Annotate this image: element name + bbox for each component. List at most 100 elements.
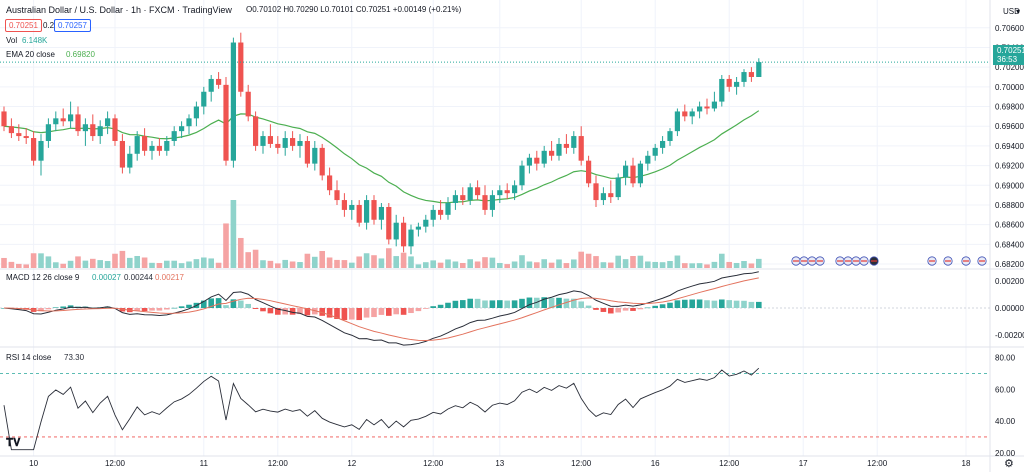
volume-bar [260,260,266,268]
price-tick-label: 0.70000 [995,83,1024,92]
candle [230,37,236,168]
volume-bar [112,253,118,268]
candle-body [290,138,296,146]
candle-body [105,118,111,127]
volume-bar [23,264,29,268]
candle-body [127,153,133,168]
candle-body [364,200,370,223]
candle [534,150,540,171]
candle [571,131,577,154]
volume-bar [600,262,607,268]
macd-histogram-bar [445,302,451,308]
macd-histogram-bar [245,303,251,308]
volume-bar [748,263,755,268]
volume-bar [208,258,214,268]
candle-body [615,177,621,198]
price-tick-label: 0.69600 [995,122,1024,131]
macd-histogram-bar [415,308,422,312]
candle [578,126,584,166]
macd-histogram-bar [748,301,755,308]
volume-bar [326,257,333,268]
tradingview-logo[interactable]: 𝐓𝐕 [6,437,21,449]
macd-histogram-bar [682,299,688,308]
ema-legend-value: 0.69820 [66,50,95,59]
candle [512,180,518,201]
volume-bar [215,262,222,268]
candle-body [112,118,118,141]
economic-event-flag-icon [927,256,937,266]
candle [393,214,399,247]
macd-histogram-bar [756,301,762,308]
candle-body [97,126,103,137]
candle-body [571,136,577,148]
candle [541,145,547,168]
candle [97,120,103,144]
macd-histogram-bar [600,308,607,312]
macd-histogram-bar [585,305,592,308]
volume-bar [534,262,540,268]
candle-body [563,143,569,148]
volume-bar [82,260,89,268]
macd-histogram-bar [474,298,481,308]
candle-body [68,114,74,122]
economic-event-flag-icon [799,256,809,266]
volume-bar [415,264,422,268]
macd-histogram-bar [215,298,222,308]
macd-histogram-bar [223,305,229,308]
volume-bar [193,259,200,268]
economic-event-flag-icon [943,256,953,266]
spread-value: 0.2 [43,21,55,30]
volume-bar [460,262,466,268]
candle [208,75,214,102]
macd-histogram-bar [186,304,192,308]
candle-body [711,101,717,109]
volume-bar [400,252,407,268]
candle-body [741,72,747,82]
candle [45,118,51,148]
volume-bar [127,257,133,268]
macd-histogram-bar [667,302,673,308]
candle-body [31,138,37,161]
volume-bar [356,256,362,268]
macd-histogram-bar [208,298,214,308]
currency-chevron-icon[interactable]: ▾ [1016,7,1021,16]
macd-signal-value: 0.00217 [155,273,184,282]
candle [674,108,680,137]
macd-histogram-bar [482,300,488,308]
volume-bar [585,253,592,268]
rsi-tick-label: 80.00 [995,354,1016,363]
candle [193,101,199,127]
time-tick-label: 12 [347,459,356,468]
time-tick-label: 12:00 [423,459,444,468]
macd-histogram-bar [741,300,747,308]
candle-body [489,195,495,210]
candle [623,160,629,186]
vol-legend-label: Vol [6,36,18,45]
macd-histogram-bar [689,299,695,308]
bid-box[interactable]: 0.70251 [5,19,42,32]
price-tick-label: 0.68600 [995,221,1024,230]
macd-tick-label: -0.00200 [995,331,1024,340]
macd-histogram-bar [400,308,407,315]
volume-bar [474,261,481,268]
candle-body [179,126,185,132]
volume-bar [393,256,399,268]
volume-bar [319,250,325,268]
candle-body [156,145,162,151]
macd-histogram-bar [393,308,399,315]
macd-histogram-bar [134,308,140,311]
macd-histogram-bar [363,308,370,318]
candle [526,153,532,174]
candle-body [534,157,540,164]
candle [75,106,81,137]
currency-label[interactable]: USD [1003,7,1020,16]
candle [726,75,732,92]
macd-histogram-bar [238,300,244,308]
economic-event-flag-icon [791,256,801,266]
ask-box[interactable]: 0.70257 [54,19,91,32]
macd-histogram-bar [437,304,444,308]
candle-body [119,140,125,168]
settings-gear-icon[interactable]: ⚙ [1004,458,1014,470]
candle [171,126,177,146]
